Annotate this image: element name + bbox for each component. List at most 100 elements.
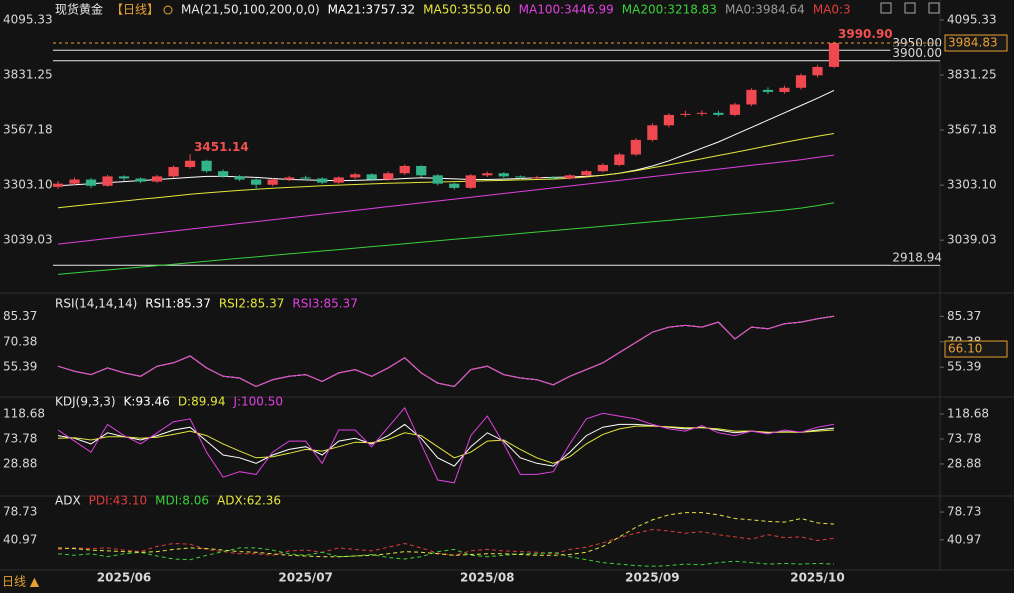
series-line (57, 423, 835, 467)
candle-body (548, 177, 559, 179)
last-price-box (944, 34, 1008, 52)
candle-body (267, 179, 278, 185)
candle-body (680, 113, 691, 115)
indicator-label: MA(21,50,100,200,0,0) (181, 3, 320, 17)
y-tick-label: 3567.18 (3, 123, 53, 137)
candle-body (465, 175, 476, 188)
candle-body (696, 112, 708, 114)
legend-entry: K:93.46 (124, 395, 170, 409)
price-line-label: 2918.94 (892, 251, 942, 265)
legend-entry: MA50:3550.60 (423, 3, 511, 17)
candle-body (531, 177, 542, 179)
candle-body (251, 179, 262, 185)
y-tick-label: 85.37 (3, 309, 37, 323)
candle-body (201, 160, 212, 172)
y-tick-label: 3303.10 (947, 178, 997, 192)
candle-body (399, 165, 410, 174)
candle-body (317, 178, 328, 183)
candle-body (515, 176, 526, 178)
candle-body (449, 183, 460, 188)
candle-body (482, 173, 493, 176)
series-line (57, 528, 835, 556)
y-tick-label: 70.38 (3, 334, 37, 348)
marker-label: 66.10 (948, 342, 982, 356)
candle-body (52, 183, 64, 187)
candle-body (69, 179, 80, 184)
series-line (57, 154, 835, 245)
candle-body (366, 174, 377, 180)
candle-body (102, 176, 113, 186)
settings-icon (163, 5, 173, 15)
y-tick-label: 3039.03 (3, 233, 53, 247)
candle-body (333, 177, 344, 183)
high-label: 3990.90 (838, 27, 893, 41)
period-label: 【日线】 (111, 3, 159, 17)
marker-box (944, 340, 1008, 358)
y-tick-label: 3567.18 (947, 123, 997, 137)
y-tick-label: 85.37 (947, 309, 981, 323)
y-tick-label: 28.88 (947, 456, 981, 470)
legend-entry: RSI2:85.37 (219, 297, 285, 311)
y-tick-label: 40.97 (3, 532, 37, 546)
legend-entry: MA21:3757.32 (328, 3, 416, 17)
y-tick-label: 3303.10 (3, 178, 53, 192)
legend-entry: MA0:3 (813, 3, 851, 17)
candle-body (498, 173, 509, 177)
candle-body (647, 125, 658, 140)
candle-body (762, 89, 774, 92)
candle-body (135, 178, 146, 182)
legend-entry: MA100:3446.99 (519, 3, 614, 17)
icon-settings[interactable] (904, 2, 916, 14)
y-tick-label: 118.68 (3, 407, 45, 421)
label-bg (890, 46, 944, 61)
series-line (57, 512, 835, 558)
series-line (57, 133, 835, 209)
candle-body (614, 154, 625, 165)
candle-body (729, 104, 741, 115)
candle-body (350, 174, 361, 178)
legend-entry: RSI1:85.37 (145, 297, 211, 311)
period-tab[interactable]: 日线 ▲ (2, 575, 40, 589)
candle-body (168, 167, 179, 177)
y-tick-label: 73.78 (3, 432, 37, 446)
series-line (57, 315, 835, 388)
legend-entry: PDI:43.10 (89, 494, 147, 508)
candle-body (416, 165, 427, 176)
legend-entry: MA0:3984.64 (725, 3, 805, 17)
legend-entry: MDI:8.06 (155, 494, 209, 508)
high-label: 3451.14 (194, 140, 249, 154)
x-tick-label: 2025/10 (790, 571, 844, 585)
panel-title: ADX (55, 494, 81, 508)
candle-body (581, 171, 592, 176)
icon-add[interactable] (880, 2, 892, 14)
series-line (57, 406, 835, 484)
y-tick-label: 73.78 (947, 432, 981, 446)
candle-body (151, 176, 163, 182)
series-line (57, 202, 835, 275)
candle-body (184, 160, 196, 168)
candle-body (828, 43, 840, 67)
candle-body (779, 87, 790, 92)
candle-body (630, 139, 641, 155)
candle-body (795, 75, 807, 88)
icon-close[interactable] (928, 2, 940, 14)
panel-title: KDJ(9,3,3) (55, 395, 116, 409)
y-tick-label: 78.73 (947, 505, 981, 519)
label-bg (890, 250, 944, 265)
series-line (57, 315, 835, 388)
y-tick-label: 78.73 (3, 505, 37, 519)
y-tick-label: 28.88 (3, 456, 37, 470)
price-line-label: 3900.00 (892, 46, 942, 60)
y-tick-label: 55.39 (3, 360, 37, 374)
y-tick-label: 3831.25 (3, 68, 53, 82)
x-tick-label: 2025/09 (625, 571, 679, 585)
x-tick-label: 2025/07 (278, 571, 332, 585)
y-tick-label: 3831.25 (947, 68, 997, 82)
candle-body (663, 114, 675, 126)
candle-body (383, 173, 394, 180)
window-icons[interactable] (880, 2, 940, 14)
candle-body (234, 176, 245, 180)
candle-body (597, 164, 608, 172)
y-tick-label: 118.68 (947, 407, 989, 421)
